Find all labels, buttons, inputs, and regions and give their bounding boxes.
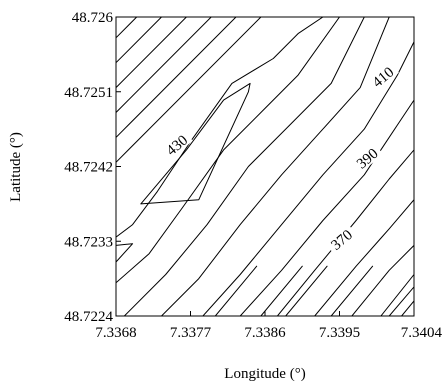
contour-label-bg	[159, 128, 193, 161]
contour-lines	[116, 17, 414, 316]
contour-label: 390	[349, 141, 384, 174]
contour-line	[116, 243, 134, 263]
contour-label-bg	[349, 141, 384, 174]
contour-line	[401, 300, 414, 316]
contour-line	[388, 286, 414, 316]
axis-ticks: 7.3368 7.3377 7.3386 7.3395 7.3404 48.7224 48.…	[64, 10, 442, 341]
contour-line	[330, 265, 374, 316]
contour-line	[276, 149, 414, 316]
contour-label-bg	[324, 223, 358, 255]
x-tick-label: 7.3368	[95, 325, 136, 341]
y-tick-label: 48.726	[72, 10, 114, 26]
contour-line	[239, 99, 414, 316]
y-tick-label: 48.7242	[64, 160, 113, 176]
contour-line	[140, 82, 251, 205]
contour-label: 430	[159, 128, 193, 161]
contour-line	[116, 17, 162, 64]
contour-label-bg	[365, 60, 399, 92]
contour-labels: 430 410 390 370	[159, 60, 399, 255]
contour-line	[116, 17, 262, 163]
y-tick-label: 48.7251	[64, 85, 113, 101]
x-tick-label: 7.3377	[170, 325, 212, 341]
contour-line	[214, 265, 258, 316]
contour-line	[116, 17, 138, 39]
contour-label: 410	[365, 60, 399, 92]
contour-line	[116, 17, 340, 284]
contour-line	[116, 17, 237, 138]
contour-line	[380, 274, 414, 316]
contour-line	[161, 17, 390, 316]
y-tick-label: 48.7224	[64, 309, 113, 325]
contour-line	[123, 17, 365, 316]
contour-line	[351, 244, 414, 316]
x-axis-title: Longitude (°)	[224, 366, 305, 382]
contour-line	[116, 17, 324, 238]
contour-line	[285, 265, 328, 316]
x-tick-label: 7.3395	[319, 325, 360, 341]
y-tick-label: 48.7233	[64, 234, 113, 250]
contour-line	[116, 17, 187, 89]
contour-line	[116, 17, 212, 113]
x-tick-label: 7.3386	[244, 325, 286, 341]
y-axis-title: Latitude (°)	[8, 132, 24, 202]
contour-line	[260, 265, 303, 316]
contour-line	[202, 41, 414, 316]
x-tick-label: 7.3404	[401, 325, 443, 341]
contour-line	[314, 199, 414, 316]
contour-label: 370	[324, 223, 358, 255]
